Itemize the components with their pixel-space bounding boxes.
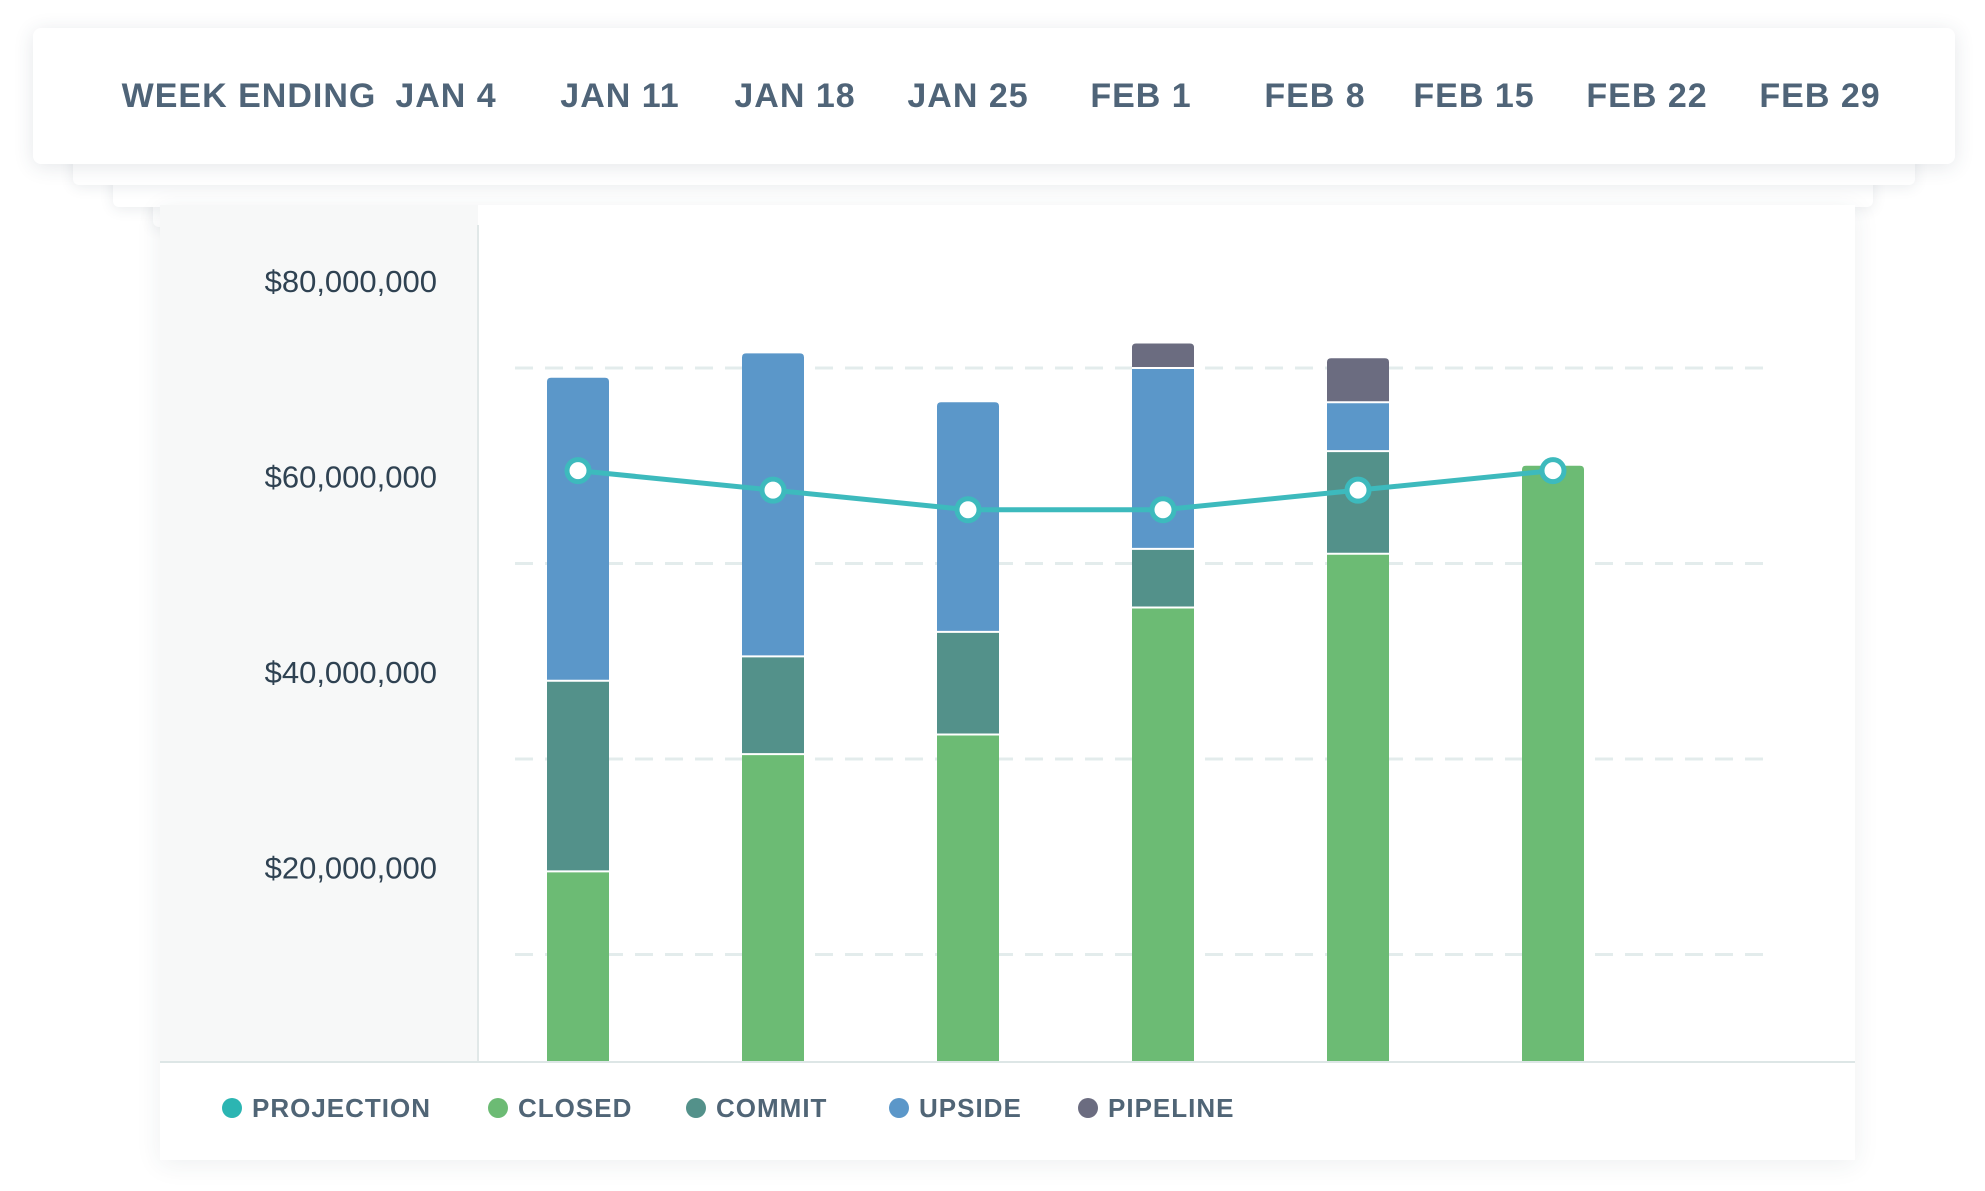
projection-point[interactable] bbox=[1344, 476, 1372, 504]
bar-segment-closed[interactable] bbox=[1327, 553, 1389, 1062]
week-header-feb-1[interactable]: FEB 1 bbox=[1090, 77, 1192, 115]
bar-segment-pipeline[interactable] bbox=[1132, 343, 1194, 368]
legend-dot-upside bbox=[889, 1098, 909, 1118]
projection-point[interactable] bbox=[1149, 496, 1177, 524]
week-header-jan-4[interactable]: JAN 4 bbox=[395, 77, 497, 115]
legend-label-projection: PROJECTION bbox=[252, 1093, 432, 1123]
legend-label-commit: COMMIT bbox=[716, 1093, 828, 1123]
legend-label-upside: UPSIDE bbox=[919, 1093, 1022, 1123]
legend-label-closed: CLOSED bbox=[518, 1093, 633, 1123]
y-tick-labels: $80,000,000 $60,000,000 $40,000,000 $20,000… bbox=[265, 264, 437, 886]
week-header-jan-11[interactable]: JAN 11 bbox=[560, 77, 680, 115]
bar-segment-commit[interactable] bbox=[742, 656, 804, 755]
bar-segment-upside[interactable] bbox=[742, 353, 804, 657]
legend-label-pipeline: PIPELINE bbox=[1108, 1093, 1235, 1123]
legend-dot-closed bbox=[488, 1098, 508, 1118]
bar-segment-closed[interactable] bbox=[937, 734, 999, 1062]
week-header-feb-29[interactable]: FEB 29 bbox=[1759, 77, 1881, 115]
bar-segment-closed[interactable] bbox=[547, 871, 609, 1062]
bar-segment-commit[interactable] bbox=[937, 631, 999, 735]
y-axis-panel bbox=[160, 205, 478, 1062]
bar-segment-upside[interactable] bbox=[547, 377, 609, 681]
week-header-feb-22[interactable]: FEB 22 bbox=[1586, 77, 1708, 115]
bar-segment-commit[interactable] bbox=[1132, 548, 1194, 608]
week-header-feb-8[interactable]: FEB 8 bbox=[1264, 77, 1366, 115]
projection-point[interactable] bbox=[759, 476, 787, 504]
bar-segment-closed[interactable] bbox=[742, 754, 804, 1062]
bar-segment-closed[interactable] bbox=[1132, 607, 1194, 1062]
bar-segment-pipeline[interactable] bbox=[1327, 358, 1389, 403]
week-header-feb-15[interactable]: FEB 15 bbox=[1413, 77, 1535, 115]
legend-dot-projection bbox=[222, 1098, 242, 1118]
bar-segment-closed[interactable] bbox=[1522, 465, 1584, 1063]
week-header-jan-25[interactable]: JAN 25 bbox=[907, 77, 1029, 115]
projection-point[interactable] bbox=[564, 457, 592, 485]
y-tick-label: $20,000,000 bbox=[265, 851, 437, 886]
y-tick-label: $40,000,000 bbox=[265, 655, 437, 690]
bar-segment-upside[interactable] bbox=[1327, 402, 1389, 452]
week-header-jan-18[interactable]: JAN 18 bbox=[734, 77, 856, 115]
stacked-bars bbox=[547, 343, 1584, 1063]
bar-segment-commit[interactable] bbox=[547, 680, 609, 872]
legend-dot-commit bbox=[686, 1098, 706, 1118]
legend-dot-pipeline bbox=[1078, 1098, 1098, 1118]
projection-point[interactable] bbox=[954, 496, 982, 524]
projection-line-layer bbox=[564, 457, 1567, 524]
projection-line bbox=[577, 468, 1554, 513]
projection-point[interactable] bbox=[1539, 457, 1567, 485]
y-tick-label: $80,000,000 bbox=[265, 264, 437, 299]
week-ending-header: WEEK ENDING JAN 4 JAN 11 JAN 18 JAN 25 F… bbox=[33, 28, 1955, 164]
y-tick-label: $60,000,000 bbox=[265, 460, 437, 495]
week-ending-label: WEEK ENDING bbox=[121, 77, 377, 115]
